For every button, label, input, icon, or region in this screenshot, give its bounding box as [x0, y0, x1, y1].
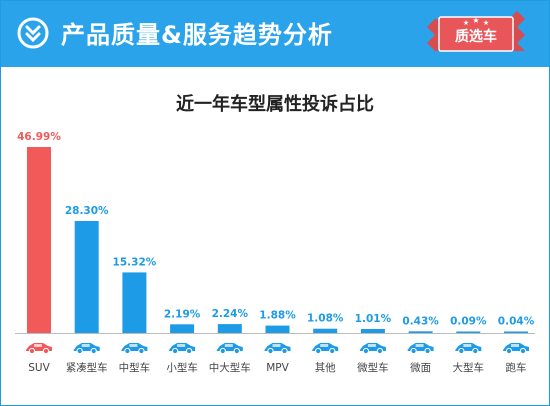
bar-value-label: 1.08% — [307, 313, 344, 325]
category-label: 小型车 — [166, 361, 198, 374]
bar — [27, 147, 51, 333]
compact-car-icon — [73, 343, 100, 355]
category-label: 微面 — [410, 361, 431, 374]
bar — [217, 324, 242, 333]
category-label: 跑车 — [506, 361, 527, 374]
category-label: 紧凑型车 — [66, 361, 108, 374]
badge-label: 质选车 — [455, 29, 497, 45]
category-label: 中大型车 — [209, 361, 251, 374]
minivan-icon — [407, 343, 434, 355]
bar-value-label: 0.04% — [498, 316, 535, 328]
bar-value-label: 28.30% — [65, 205, 109, 217]
bar-value-label: 46.99% — [17, 131, 61, 143]
category-label: MPV — [266, 362, 289, 374]
bar-chart: 46.99% SUV 28.30% 紧凑型车 15.32% 中型车 2.19% 小型车 2.24… — [15, 131, 535, 374]
header-title: 产品质量&服务趋势分析 — [61, 21, 333, 49]
bar — [313, 328, 338, 333]
chart-title: 近一年车型属性投诉占比 — [176, 94, 374, 115]
bar-value-label: 1.88% — [259, 310, 296, 322]
large-midsize-car-icon — [216, 343, 243, 355]
pickup-truck-icon — [312, 343, 339, 355]
bar-value-label: 15.32% — [113, 256, 157, 268]
bar — [170, 324, 195, 333]
badge-shape: ★ ★ ★ — [427, 11, 525, 52]
category-label: 大型车 — [453, 361, 485, 374]
quality-badge: ★ ★ ★ 质选车 — [421, 7, 531, 59]
bar-value-label: 2.24% — [212, 308, 249, 320]
small-car-icon — [169, 343, 196, 355]
star-icon: ★ — [472, 16, 479, 25]
suv-car-icon — [26, 343, 52, 355]
bar — [360, 329, 385, 333]
category-label: 中型车 — [119, 361, 151, 374]
bar — [456, 331, 481, 333]
category-label: 其他 — [315, 361, 336, 374]
header-banner: 产品质量&服务趋势分析 ★ ★ ★ 质选车 — [1, 1, 549, 67]
bar-value-label: 2.19% — [164, 308, 201, 320]
bar-value-label: 0.43% — [402, 315, 439, 327]
midsize-car-icon — [121, 343, 148, 355]
bar — [408, 331, 433, 333]
star-icon: ★ — [463, 19, 469, 27]
micro-car-icon — [359, 343, 386, 355]
category-label: SUV — [28, 362, 50, 374]
large-car-icon — [455, 343, 482, 355]
sports-car-icon — [503, 343, 529, 355]
bar — [504, 331, 528, 333]
bar — [265, 325, 290, 333]
mpv-icon — [264, 343, 291, 355]
bar-value-label: 0.09% — [450, 316, 487, 328]
brand-logo-icon — [17, 17, 49, 49]
category-label: 微型车 — [357, 361, 389, 374]
star-icon: ★ — [483, 19, 489, 27]
bar — [122, 272, 147, 333]
bar-value-label: 1.01% — [355, 313, 392, 325]
bar — [74, 221, 99, 333]
